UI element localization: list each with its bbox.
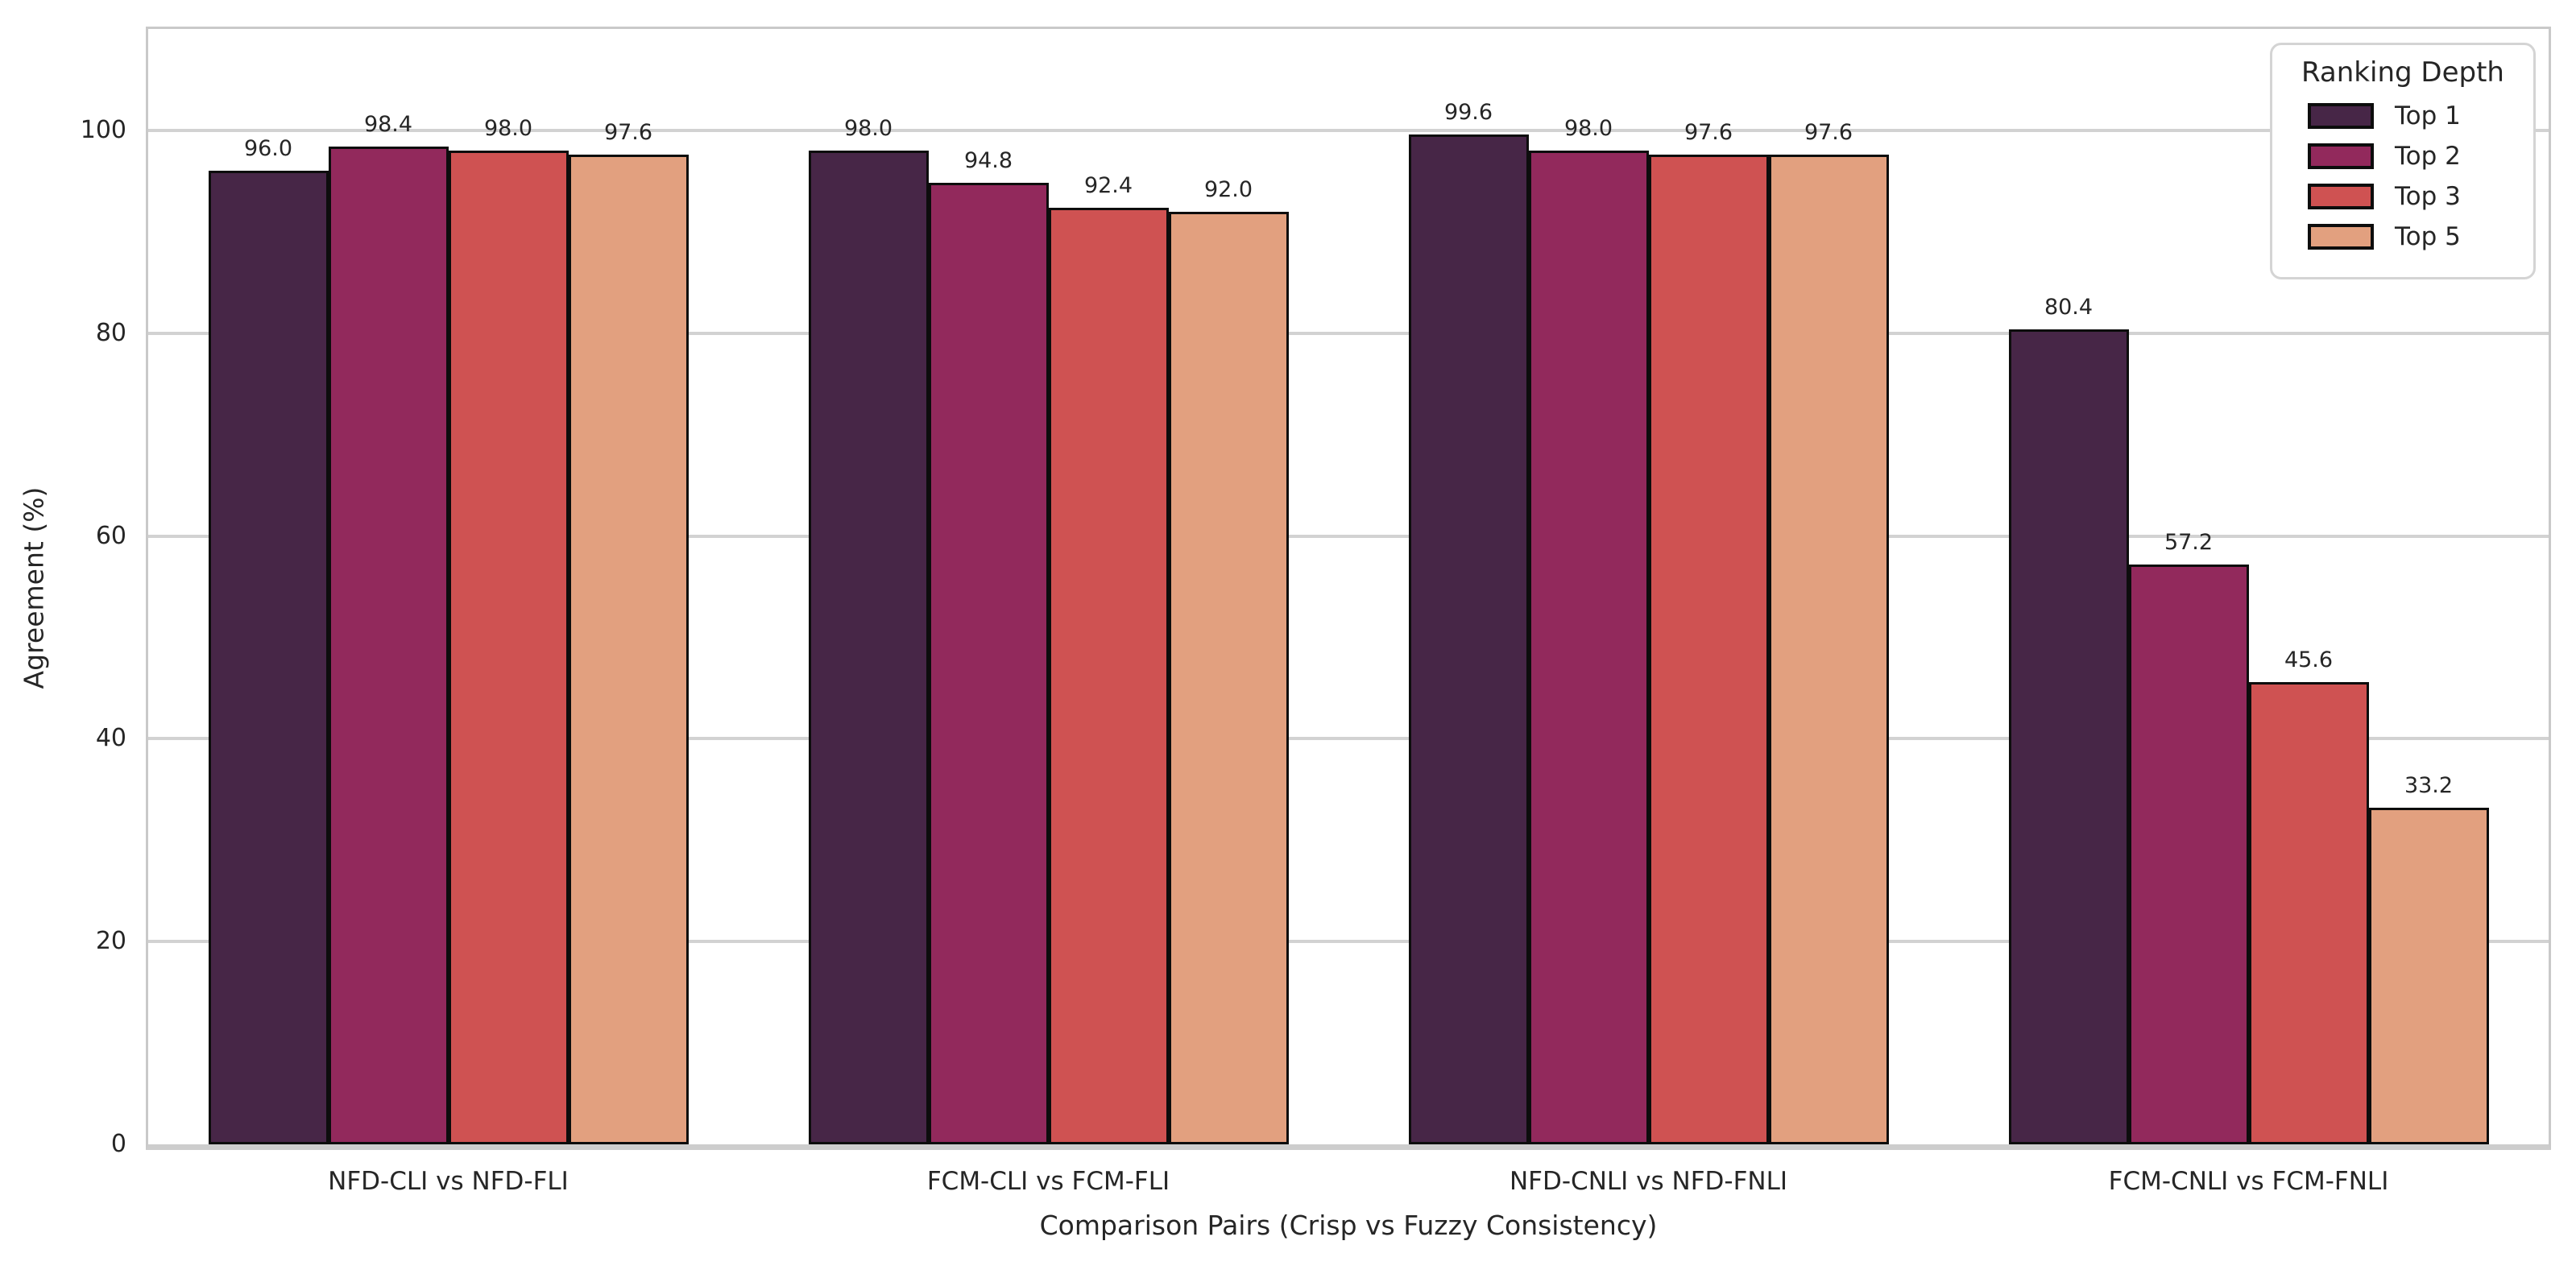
plot-area: 96.0 98.0 99.6 80.4 98.4 94.8 98.0 57.2 98.0 92.4… bbox=[146, 27, 2551, 1150]
grid-line bbox=[148, 940, 2549, 944]
bar bbox=[1048, 207, 1169, 1144]
bar bbox=[208, 171, 329, 1144]
bar-value-label: 98.0 bbox=[843, 116, 893, 142]
bar-value-label: 98.0 bbox=[483, 116, 533, 142]
bar bbox=[2128, 564, 2249, 1144]
legend-entry: Top 2 bbox=[2308, 142, 2519, 171]
legend: Ranking Depth Top 1 Top 2 Top 3 Top 5 bbox=[2270, 43, 2536, 279]
legend-swatch-icon bbox=[2308, 224, 2374, 250]
bar-value-label: 98.4 bbox=[363, 112, 413, 138]
x-tick-label: NFD-CLI vs NFD-FLI bbox=[328, 1167, 569, 1196]
bar bbox=[2248, 681, 2369, 1144]
x-tick-label: FCM-CLI vs FCM-FLI bbox=[926, 1167, 1170, 1196]
grid-line bbox=[148, 331, 2549, 335]
bar bbox=[2008, 329, 2129, 1144]
bar bbox=[448, 151, 569, 1144]
bar-value-label: 92.4 bbox=[1083, 172, 1133, 198]
legend-swatch-icon bbox=[2308, 184, 2374, 209]
bar bbox=[1528, 151, 1649, 1144]
y-axis-label: Agreement (%) bbox=[18, 486, 50, 689]
bar bbox=[328, 147, 449, 1144]
bar-value-label: 94.8 bbox=[963, 148, 1013, 174]
bar-value-label: 99.6 bbox=[1443, 99, 1493, 125]
bar bbox=[1408, 134, 1529, 1144]
y-tick-label: 100 bbox=[80, 115, 126, 144]
grid-line bbox=[148, 737, 2549, 741]
bar-value-label: 97.6 bbox=[603, 120, 653, 146]
legend-title: Ranking Depth bbox=[2301, 56, 2504, 89]
y-tick-label: 40 bbox=[95, 724, 126, 753]
legend-swatch-icon bbox=[2308, 143, 2374, 169]
bar bbox=[928, 183, 1049, 1144]
legend-entry: Top 3 bbox=[2308, 182, 2519, 211]
legend-label: Top 2 bbox=[2395, 142, 2461, 171]
legend-entry: Top 5 bbox=[2308, 222, 2519, 251]
legend-entries: Top 1 Top 2 Top 3 Top 5 bbox=[2287, 101, 2519, 251]
grid-line bbox=[148, 534, 2549, 538]
legend-label: Top 3 bbox=[2395, 182, 2461, 211]
bar bbox=[1768, 155, 1889, 1144]
bar bbox=[808, 151, 929, 1144]
bar-value-label: 57.2 bbox=[2164, 529, 2214, 555]
y-tick-label: 0 bbox=[110, 1130, 126, 1158]
y-tick-label: 60 bbox=[95, 521, 126, 550]
bar-value-label: 80.4 bbox=[2044, 294, 2094, 320]
bar-value-label: 96.0 bbox=[243, 136, 293, 162]
bar bbox=[2368, 807, 2489, 1144]
bar bbox=[568, 155, 689, 1144]
y-tick-label: 80 bbox=[95, 318, 126, 347]
legend-swatch-icon bbox=[2308, 103, 2374, 129]
bar-value-label: 98.0 bbox=[1563, 116, 1613, 142]
bar-value-label: 97.6 bbox=[1804, 120, 1853, 146]
bar-value-label: 45.6 bbox=[2284, 647, 2334, 672]
legend-label: Top 5 bbox=[2395, 222, 2461, 251]
bar-value-label: 33.2 bbox=[2404, 772, 2454, 798]
legend-entry: Top 1 bbox=[2308, 101, 2519, 130]
bar-value-label: 97.6 bbox=[1684, 120, 1733, 146]
bar-value-label: 92.0 bbox=[1203, 176, 1253, 202]
legend-label: Top 1 bbox=[2395, 101, 2461, 130]
x-tick-label: FCM-CNLI vs FCM-FNLI bbox=[2108, 1167, 2389, 1196]
bar bbox=[1648, 155, 1769, 1144]
grid-line bbox=[148, 128, 2549, 132]
x-axis-label: Comparison Pairs (Crisp vs Fuzzy Consist… bbox=[1039, 1210, 1658, 1241]
bar bbox=[1168, 211, 1289, 1144]
y-tick-label: 20 bbox=[95, 927, 126, 956]
x-tick-label: NFD-CNLI vs NFD-FNLI bbox=[1509, 1167, 1788, 1196]
